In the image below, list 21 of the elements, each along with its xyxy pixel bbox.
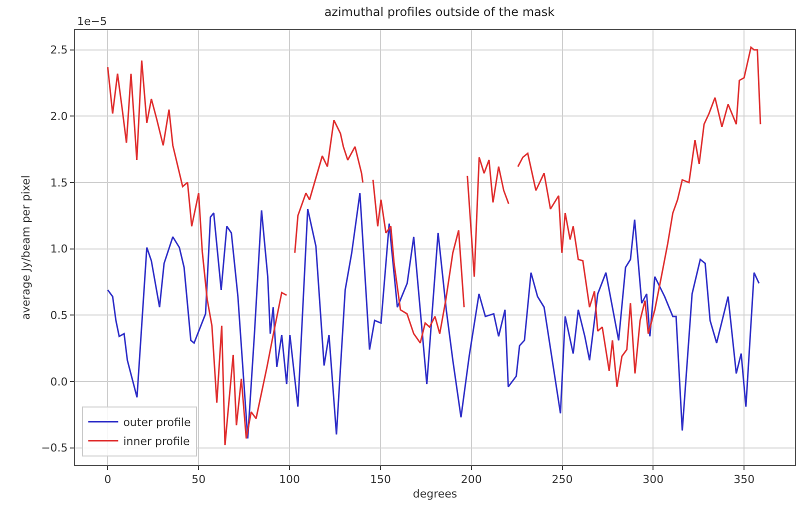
legend-label: inner profile xyxy=(123,435,190,448)
y-tick-label: −0.5 xyxy=(41,442,68,455)
x-tick-label: 200 xyxy=(460,473,482,486)
x-tick-label: 150 xyxy=(370,473,391,486)
x-tick-label: 250 xyxy=(552,473,573,486)
text: 1e−5 xyxy=(77,15,107,28)
x-tick-label: 300 xyxy=(642,473,664,486)
y-tick-label: 0.0 xyxy=(50,375,68,388)
y-tick-label: 0.5 xyxy=(50,308,68,322)
y-tick-label: 1.5 xyxy=(50,176,68,190)
x-tick-label: 100 xyxy=(279,473,300,486)
x-axis-title: degrees xyxy=(412,487,458,500)
x-tick-label: 50 xyxy=(192,473,206,486)
x-tick-label: 0 xyxy=(104,473,112,486)
x-tick-label: 350 xyxy=(734,473,755,486)
y-axis-title: average Jy/beam per pixel xyxy=(20,175,33,320)
legend-label: outer profile xyxy=(123,416,191,430)
y-tick-label: 2.0 xyxy=(50,110,68,124)
y-tick-label: 2.5 xyxy=(50,44,68,57)
chart-title: azimuthal profiles outside of the mask xyxy=(324,5,555,20)
y-tick-label: 1.0 xyxy=(50,242,68,256)
